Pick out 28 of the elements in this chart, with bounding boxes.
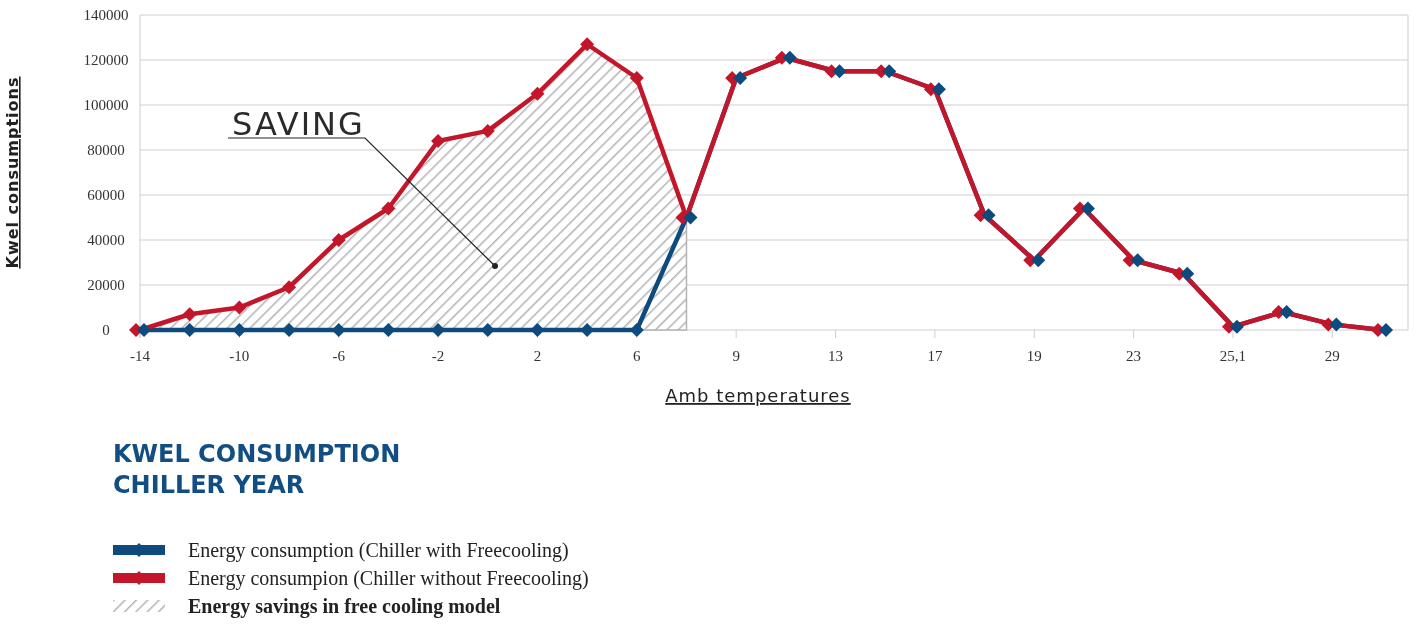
legend-label: Energy consumpion (Chiller without Freecooling) (188, 567, 589, 590)
x-tick-label: 17 (927, 348, 943, 364)
y-tick-label: 0 (102, 322, 110, 339)
y-tick-label: 80000 (87, 142, 125, 159)
x-tick-label: 2 (533, 348, 542, 364)
y-tick-label: 100000 (83, 97, 129, 114)
text: KWEL CONSUMPTION CHILLER YEAR (113, 440, 401, 499)
x-tick-label: 23 (1126, 348, 1142, 364)
x-tick-label: 6 (633, 348, 642, 364)
annotation: SAVING (232, 105, 365, 143)
x-tick-label: -14 (130, 348, 151, 364)
x-tick-label: 13 (828, 348, 844, 364)
y-tick-label: 20000 (87, 277, 125, 294)
y-tick-label: 140000 (83, 7, 129, 24)
y-axis-title: Kwel consumptions (3, 76, 22, 269)
legend-label: Energy consumption (Chiller with Freecooling) (188, 539, 569, 562)
y-tick-label: 120000 (83, 52, 129, 69)
x-tick-label: -2 (431, 348, 445, 364)
x-tick-label: 25,1 (1219, 348, 1247, 364)
y-tick-label: 40000 (87, 232, 125, 249)
x-tick-label: 29 (1324, 348, 1340, 364)
y-tick-label: 60000 (87, 187, 125, 204)
x-tick-label: 19 (1026, 348, 1042, 364)
x-axis-title: Amb temperatures (665, 385, 851, 406)
x-tick-label: -6 (332, 348, 346, 364)
x-tick-label: 9 (732, 348, 740, 364)
x-tick-label: -10 (229, 348, 250, 364)
legend-label: Energy savings in free cooling model (188, 595, 501, 618)
